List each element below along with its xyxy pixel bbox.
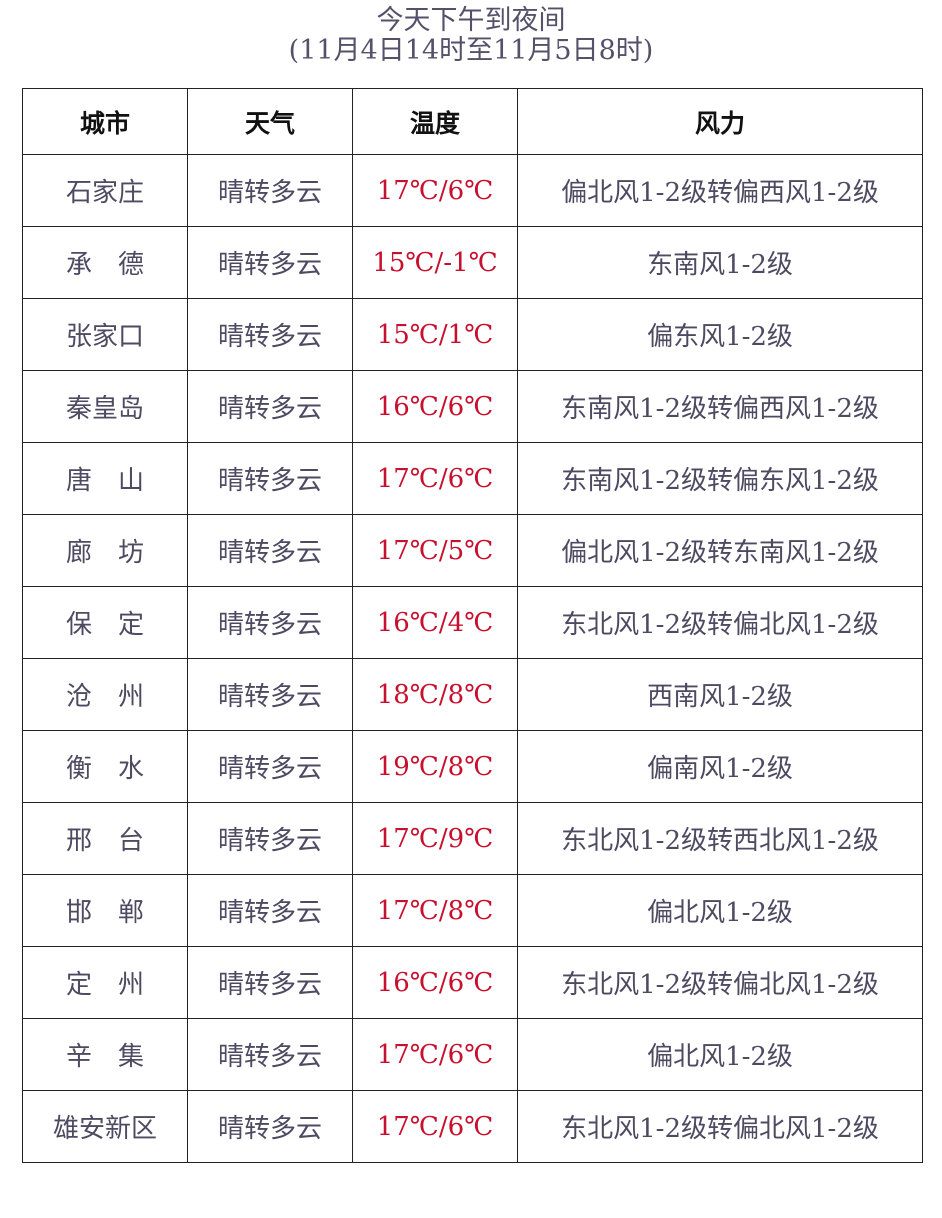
cell-wind: 偏北风1-2级转偏西风1-2级	[517, 154, 923, 227]
cell-city: 邯 郸	[22, 874, 188, 947]
cell-temperature: 16℃/6℃	[352, 370, 518, 443]
cell-weather: 晴转多云	[187, 1018, 353, 1091]
cell-temperature: 17℃/6℃	[352, 154, 518, 227]
cell-weather: 晴转多云	[187, 802, 353, 875]
cell-weather: 晴转多云	[187, 154, 353, 227]
table-row: 张家口 晴转多云 15℃/1℃ 偏东风1-2级	[22, 298, 923, 371]
title-line-2: (11月4日14时至11月5日8时)	[288, 35, 654, 66]
cell-weather: 晴转多云	[187, 370, 353, 443]
cell-weather: 晴转多云	[187, 730, 353, 803]
header-temperature: 温度	[352, 88, 518, 155]
cell-city: 石家庄	[22, 154, 188, 227]
title-line-1: 今天下午到夜间	[376, 5, 566, 36]
cell-wind: 东北风1-2级转偏北风1-2级	[517, 946, 923, 1019]
table-row: 定 州晴转多云 16℃/6℃ 东北风1-2级转偏北风1-2级	[22, 946, 923, 1019]
cell-city: 秦皇岛	[22, 370, 188, 443]
cell-weather: 晴转多云	[187, 946, 353, 1019]
table-row: 雄安新区 晴转多云 17℃/6℃ 东北风1-2级转偏北风1-2级	[22, 1090, 923, 1163]
cell-weather: 晴转多云	[187, 658, 353, 731]
cell-wind: 东北风1-2级转偏北风1-2级	[517, 1090, 923, 1163]
table-row: 沧 州晴转多云 18℃/8℃ 西南风1-2级	[22, 658, 923, 731]
table-row: 衡 水晴转多云 19℃/8℃ 偏南风1-2级	[22, 730, 923, 803]
cell-city: 唐 山	[22, 442, 188, 515]
cell-temperature: 17℃/6℃	[352, 1018, 518, 1091]
cell-city: 保 定	[22, 586, 188, 659]
cell-temperature: 17℃/5℃	[352, 514, 518, 587]
cell-weather: 晴转多云	[187, 874, 353, 947]
cell-wind: 偏北风1-2级	[517, 874, 923, 947]
cell-weather: 晴转多云	[187, 298, 353, 371]
cell-city: 张家口	[22, 298, 188, 371]
cell-weather: 晴转多云	[187, 1090, 353, 1163]
table-row: 邢 台晴转多云 17℃/9℃ 东北风1-2级转西北风1-2级	[22, 802, 923, 875]
cell-city: 承 德	[22, 226, 188, 299]
table-row: 廊 坊晴转多云 17℃/5℃ 偏北风1-2级转东南风1-2级	[22, 514, 923, 587]
cell-temperature: 16℃/6℃	[352, 946, 518, 1019]
cell-wind: 西南风1-2级	[517, 658, 923, 731]
cell-temperature: 15℃/1℃	[352, 298, 518, 371]
cell-wind: 东南风1-2级转偏西风1-2级	[517, 370, 923, 443]
cell-temperature: 17℃/6℃	[352, 1090, 518, 1163]
cell-wind: 偏北风1-2级转东南风1-2级	[517, 514, 923, 587]
header-row: 城市 天气 温度 风力	[22, 88, 923, 155]
cell-weather: 晴转多云	[187, 442, 353, 515]
cell-city: 辛 集	[22, 1018, 188, 1091]
table-row: 秦皇岛 晴转多云 16℃/6℃ 东南风1-2级转偏西风1-2级	[22, 370, 923, 443]
cell-temperature: 15℃/-1℃	[352, 226, 518, 299]
cell-weather: 晴转多云	[187, 226, 353, 299]
cell-city: 衡 水	[22, 730, 188, 803]
header-city: 城市	[22, 88, 188, 155]
cell-wind: 东南风1-2级	[517, 226, 923, 299]
table-row: 唐 山晴转多云 17℃/6℃ 东南风1-2级转偏东风1-2级	[22, 442, 923, 515]
cell-wind: 偏南风1-2级	[517, 730, 923, 803]
cell-weather: 晴转多云	[187, 586, 353, 659]
cell-wind: 东南风1-2级转偏东风1-2级	[517, 442, 923, 515]
cell-weather: 晴转多云	[187, 514, 353, 587]
table-row: 承 德晴转多云 15℃/-1℃ 东南风1-2级	[22, 226, 923, 299]
cell-temperature: 19℃/8℃	[352, 730, 518, 803]
weather-table: 城市 天气 温度 风力 石家庄 晴转多云 17℃/6℃ 偏北风1-2级转偏西风1-2级…	[22, 88, 923, 1163]
cell-wind: 偏北风1-2级	[517, 1018, 923, 1091]
cell-city: 廊 坊	[22, 514, 188, 587]
cell-temperature: 18℃/8℃	[352, 658, 518, 731]
cell-wind: 东北风1-2级转西北风1-2级	[517, 802, 923, 875]
table-row: 保 定晴转多云 16℃/4℃ 东北风1-2级转偏北风1-2级	[22, 586, 923, 659]
cell-city: 雄安新区	[22, 1090, 188, 1163]
cell-wind: 东北风1-2级转偏北风1-2级	[517, 586, 923, 659]
cell-temperature: 17℃/6℃	[352, 442, 518, 515]
cell-temperature: 16℃/4℃	[352, 586, 518, 659]
cell-city: 邢 台	[22, 802, 188, 875]
header-wind: 风力	[517, 88, 923, 155]
table-row: 石家庄 晴转多云 17℃/6℃ 偏北风1-2级转偏西风1-2级	[22, 154, 923, 227]
header-weather: 天气	[187, 88, 353, 155]
table-row: 辛 集晴转多云 17℃/6℃ 偏北风1-2级	[22, 1018, 923, 1091]
cell-city: 定 州	[22, 946, 188, 1019]
table-row: 邯 郸晴转多云 17℃/8℃ 偏北风1-2级	[22, 874, 923, 947]
cell-wind: 偏东风1-2级	[517, 298, 923, 371]
cell-city: 沧 州	[22, 658, 188, 731]
cell-temperature: 17℃/8℃	[352, 874, 518, 947]
cell-temperature: 17℃/9℃	[352, 802, 518, 875]
